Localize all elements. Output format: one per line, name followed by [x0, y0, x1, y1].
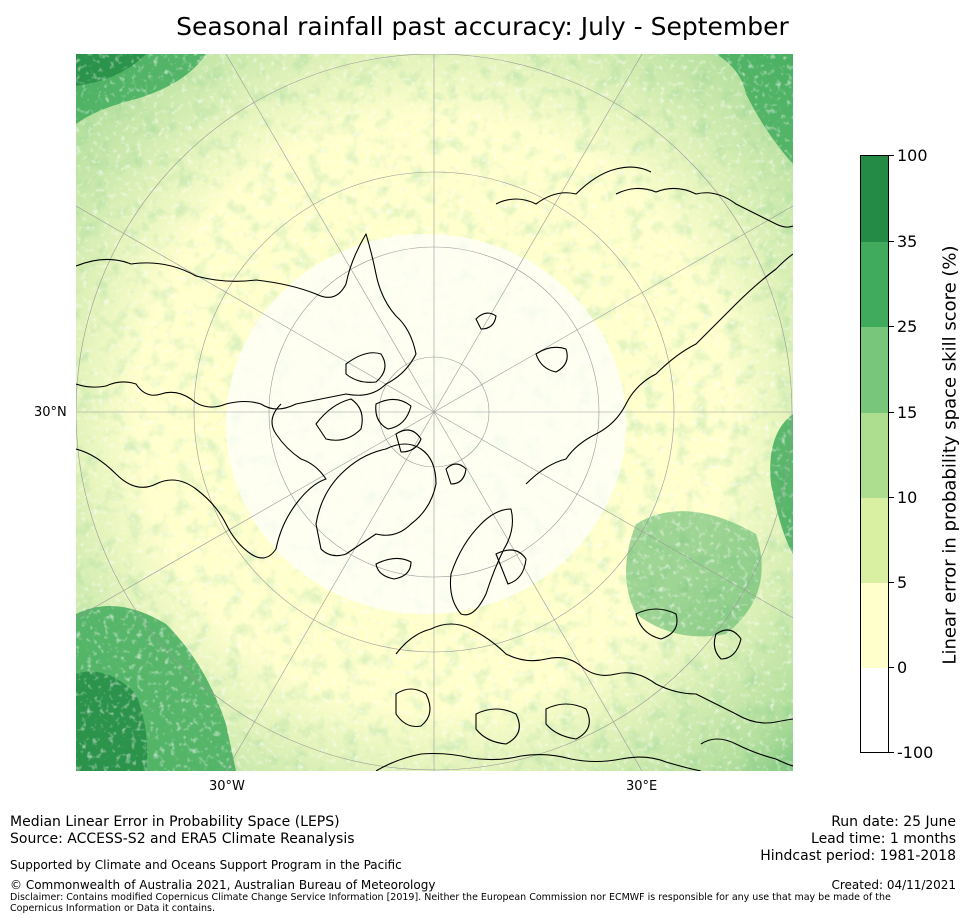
- colorbar-tick-label: 100: [897, 148, 928, 164]
- colorbar-tick: [889, 667, 894, 668]
- lon-label-30e: 30°E: [626, 779, 657, 794]
- colorbar-tick: [889, 497, 894, 498]
- colorbar-tick: [889, 326, 894, 327]
- colorbar-segment-25-35: [861, 242, 888, 327]
- colorbar-segment-0-5: [861, 583, 888, 668]
- colorbar-tick: [889, 155, 894, 156]
- colorbar-segment-minus100-0: [861, 668, 888, 752]
- colorbar-tick-label: 10: [897, 490, 917, 506]
- colorbar-segment-5-10: [861, 498, 888, 583]
- skill-score-map: [76, 54, 793, 771]
- colorbar-tick-label: 35: [897, 234, 917, 250]
- colorbar-segment-35-100: [861, 156, 888, 242]
- disclaimer-text: Disclaimer: Contains modified Copernicus…: [10, 892, 940, 914]
- colorbar-tick-label: -100: [897, 745, 933, 761]
- colorbar-tick: [889, 582, 894, 583]
- colorbar-segment-15-25: [861, 327, 888, 413]
- chart-title: Seasonal rainfall past accuracy: July - …: [0, 12, 965, 41]
- lon-label-30w: 30°W: [209, 779, 245, 794]
- map-canvas: [76, 54, 793, 771]
- run-date: Run date: 25 June: [831, 814, 956, 831]
- colorbar-label: Linear error in probability space skill …: [940, 245, 961, 664]
- created-date: Created: 04/11/2021: [831, 877, 956, 894]
- source-text: Source: ACCESS-S2 and ERA5 Climate Reana…: [10, 831, 355, 848]
- lat-label-30n: 30°N: [34, 405, 67, 420]
- colorbar-segment-10-15: [861, 413, 888, 498]
- hindcast-period: Hindcast period: 1981-2018: [760, 848, 956, 865]
- colorbar-tick-label: 5: [897, 575, 907, 591]
- method-text: Median Linear Error in Probability Space…: [10, 814, 340, 831]
- colorbar-tick-label: 15: [897, 405, 917, 421]
- support-text: Supported by Climate and Oceans Support …: [10, 857, 402, 874]
- colorbar-tick-label: 25: [897, 319, 917, 335]
- colorbar-tick-label: 0: [897, 660, 907, 676]
- lead-time: Lead time: 1 months: [811, 831, 956, 848]
- colorbar-tick: [889, 412, 894, 413]
- colorbar: [860, 155, 889, 753]
- colorbar-tick: [889, 752, 894, 753]
- colorbar-tick: [889, 241, 894, 242]
